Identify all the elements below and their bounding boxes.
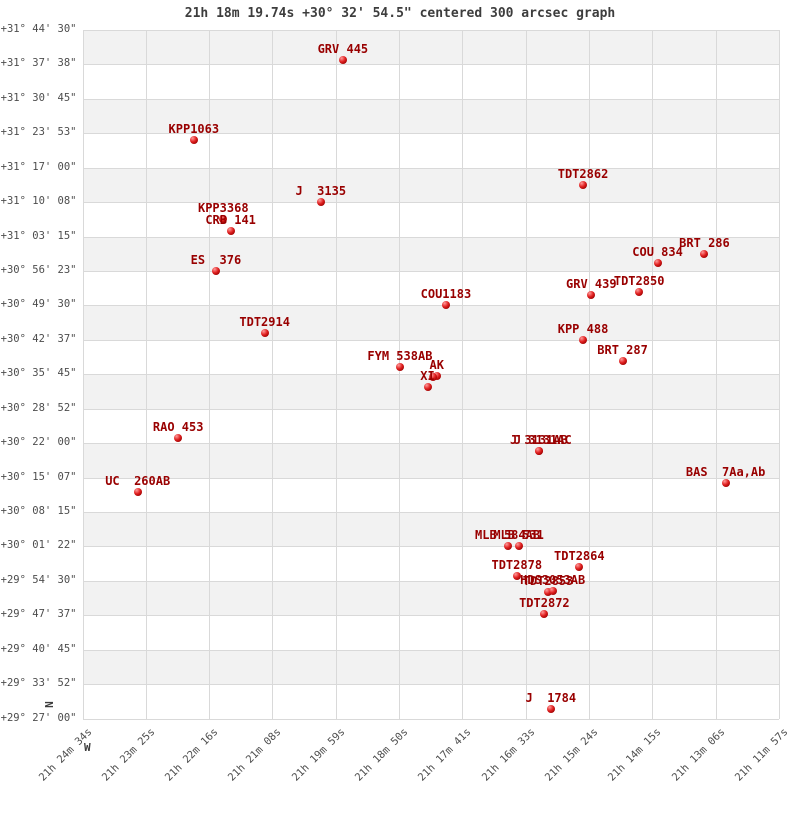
star-dot <box>134 488 142 496</box>
y-axis-tick-label: +31° 23' 53" <box>0 126 77 140</box>
star-label: XI <box>318 369 538 383</box>
horizontal-gridline <box>83 409 780 410</box>
background-band <box>83 581 780 615</box>
background-band <box>83 684 780 718</box>
star-dot <box>212 267 220 275</box>
y-axis-tick-label: +30° 08' 15" <box>0 505 77 519</box>
y-axis-tick-label: +30° 28' 52" <box>0 402 77 416</box>
star-label: GRV 445 <box>233 42 453 56</box>
horizontal-gridline <box>83 271 780 272</box>
star-label: RAO 453 <box>68 420 288 434</box>
y-axis-tick-label: +29° 40' 45" <box>0 643 77 657</box>
star-label: CRB 141 <box>121 213 341 227</box>
star-dot <box>227 227 235 235</box>
star-dot <box>722 479 730 487</box>
y-axis-tick-label: +31° 30' 45" <box>0 92 77 106</box>
horizontal-gridline <box>83 719 780 720</box>
star-dot <box>654 259 662 267</box>
star-label: TDT2862 <box>473 167 693 181</box>
vertical-gridline <box>589 30 590 719</box>
y-axis-tick-label: +30° 01' 22" <box>0 539 77 553</box>
y-axis-tick-label: +31° 10' 08" <box>0 195 77 209</box>
star-dot <box>547 705 555 713</box>
vertical-gridline <box>652 30 653 719</box>
background-band <box>83 133 780 167</box>
star-dot <box>442 301 450 309</box>
horizontal-gridline <box>83 340 780 341</box>
chart-title: 21h 18m 19.74s +30° 32' 54.5" centered 3… <box>0 6 800 21</box>
star-label: MLB 531 <box>409 528 629 542</box>
star-label: UC 260AB <box>28 474 248 488</box>
star-dot <box>579 181 587 189</box>
star-label: J 3131AC <box>433 433 653 447</box>
horizontal-gridline <box>83 581 780 582</box>
y-axis-tick-label: +30° 56' 23" <box>0 264 77 278</box>
y-axis-tick-label: +31° 37' 38" <box>0 57 77 71</box>
horizontal-gridline <box>83 99 780 100</box>
star-label: TDT2872 <box>434 596 654 610</box>
star-dot <box>619 357 627 365</box>
y-axis-tick-label: +31° 03' 15" <box>0 230 77 244</box>
star-dot <box>339 56 347 64</box>
star-label: ES 376 <box>106 253 326 267</box>
star-label: TDT2864 <box>469 549 689 563</box>
star-label: KPP 488 <box>473 322 693 336</box>
y-axis-tick-label: +30° 49' 30" <box>0 298 77 312</box>
star-dot <box>190 136 198 144</box>
horizontal-gridline <box>83 650 780 651</box>
star-label: BAS 7Aa,Ab <box>616 465 800 479</box>
horizontal-gridline <box>83 546 780 547</box>
horizontal-gridline <box>83 615 780 616</box>
star-label: KPP1063 <box>84 122 304 136</box>
background-band <box>83 64 780 98</box>
vertical-gridline <box>779 30 780 719</box>
y-axis-tick-label: +29° 33' 52" <box>0 677 77 691</box>
y-axis-tick-label: +29° 27' 00" <box>0 712 77 726</box>
horizontal-gridline <box>83 684 780 685</box>
west-compass-marker: W <box>84 741 91 754</box>
background-band <box>83 615 780 649</box>
y-axis-tick-label: +31° 17' 00" <box>0 161 77 175</box>
star-label: J 1784 <box>441 691 661 705</box>
north-compass-marker: N <box>43 701 56 708</box>
y-axis-tick-label: +30° 35' 45" <box>0 367 77 381</box>
star-field-chart: 21h 18m 19.74s +30° 32' 54.5" centered 3… <box>0 0 800 800</box>
star-label: BRT 287 <box>513 343 733 357</box>
y-axis-tick-label: +30° 22' 00" <box>0 436 77 450</box>
star-label: J 3135 <box>211 184 431 198</box>
star-label: COU 834 <box>548 245 768 259</box>
vertical-gridline <box>716 30 717 719</box>
star-label: COU1183 <box>336 287 556 301</box>
star-label: HDS3053AB <box>443 573 663 587</box>
star-dot <box>535 447 543 455</box>
y-axis-tick-label: +30° 42' 37" <box>0 333 77 347</box>
background-band <box>83 650 780 684</box>
star-dot <box>424 383 432 391</box>
horizontal-gridline <box>83 30 780 31</box>
horizontal-gridline <box>83 64 780 65</box>
star-label: TDT2914 <box>155 315 375 329</box>
y-axis-tick-label: +29° 47' 37" <box>0 608 77 622</box>
star-dot <box>549 587 557 595</box>
y-axis-tick-label: +29° 54' 30" <box>0 574 77 588</box>
horizontal-gridline <box>83 512 780 513</box>
y-axis-tick-label: +31° 44' 30" <box>0 23 77 37</box>
horizontal-gridline <box>83 305 780 306</box>
star-dot <box>261 329 269 337</box>
